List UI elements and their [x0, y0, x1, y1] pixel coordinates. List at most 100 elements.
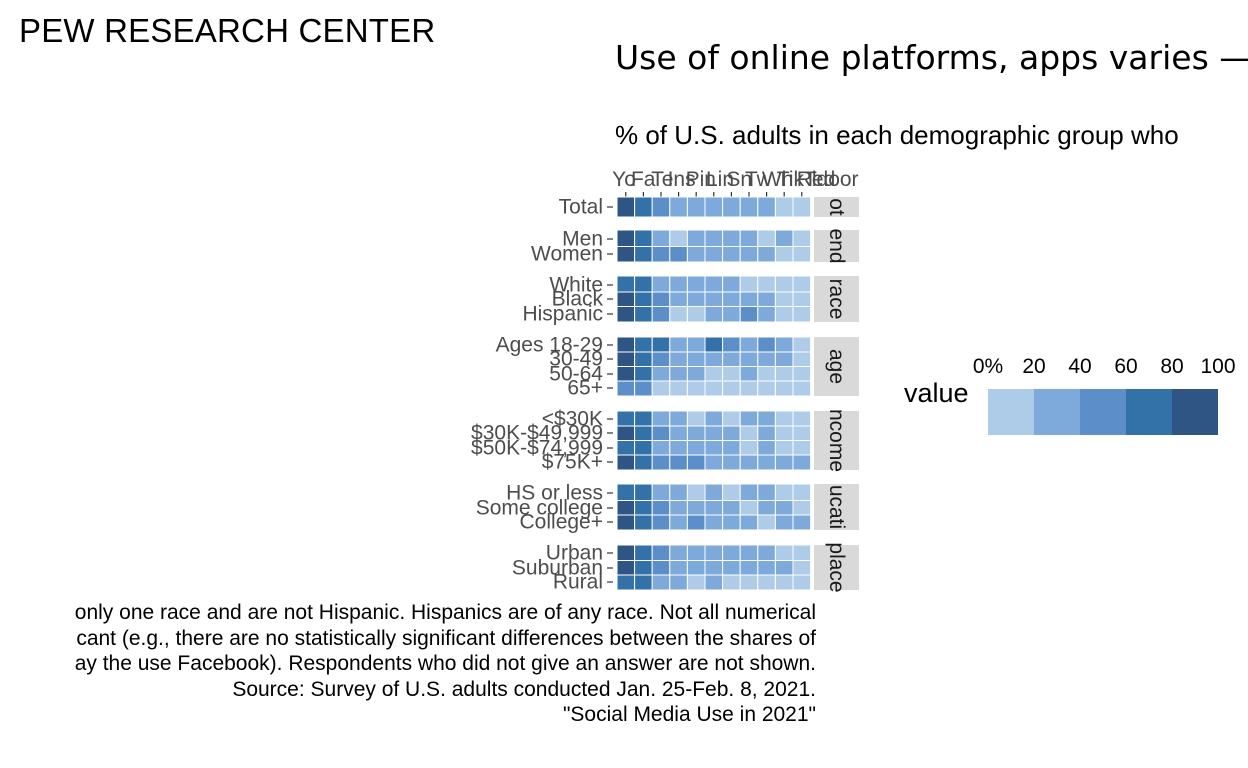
heatmap-cell: [704, 229, 724, 247]
heatmap-cell: [686, 246, 706, 263]
heatmap-cell: [616, 410, 636, 427]
heatmap-cell: [651, 440, 671, 456]
heatmap-cell: [739, 229, 759, 247]
heatmap-cell: [686, 454, 706, 471]
heatmap-cell: [792, 410, 812, 427]
row-label: Black: [552, 288, 604, 311]
heatmap-cell: [774, 440, 794, 456]
heatmap-cell: [757, 574, 776, 591]
column-label: Ins: [668, 168, 696, 191]
row-label: Urban: [546, 542, 603, 565]
report-title-line: "Social Media Use in 2021": [562, 703, 816, 726]
heatmap-cell: [634, 380, 653, 397]
row-label: College+: [520, 511, 603, 534]
heatmap-cell: [774, 229, 794, 247]
heatmap-cell: [757, 544, 776, 561]
note-line: only one race and are not Hispanic. Hisp…: [74, 601, 816, 624]
heatmap-cell: [704, 336, 724, 353]
heatmap-cell: [774, 336, 794, 353]
heatmap-cell: [686, 291, 706, 307]
heatmap-cell: [651, 246, 671, 263]
heatmap-cell: [634, 410, 653, 427]
note-line: ay the use Facebook). Respondents who di…: [74, 652, 816, 675]
heatmap-cell: [616, 275, 636, 293]
heatmap-cell: [616, 366, 636, 382]
heatmap-cell: [669, 380, 688, 397]
heatmap-cell: [686, 366, 706, 382]
facet-strip-label: ot: [825, 198, 848, 216]
heatmap-cell: [686, 483, 706, 501]
row-label: <$30K: [542, 408, 603, 431]
heatmap-cell: [704, 574, 724, 591]
heatmap-cell: [739, 196, 759, 218]
heatmap-cell: [704, 196, 724, 218]
heatmap-cell: [757, 425, 776, 441]
heatmap-cell: [774, 500, 794, 516]
heatmap-cell: [722, 560, 741, 576]
chart-subtitle: % of U.S. adults in each demographic gro…: [615, 120, 1179, 150]
heatmap-cell: [722, 544, 741, 561]
heatmap-cell: [704, 380, 724, 397]
heatmap-cell: [634, 483, 653, 501]
column-label: Wh: [762, 168, 794, 191]
column-label: Pin: [686, 168, 716, 191]
heatmap-cell: [651, 574, 671, 591]
row-label: 30-49: [549, 348, 603, 371]
heatmap-cell: [739, 366, 759, 382]
column-label: TikT: [777, 168, 817, 191]
heatmap-cell: [757, 246, 776, 263]
heatmap-cell: [792, 380, 812, 397]
facet-strip-label: end: [825, 228, 848, 263]
row-label: Hispanic: [522, 303, 603, 326]
heatmap-cell: [722, 366, 741, 382]
column-label: Fa: [631, 168, 656, 191]
heatmap-cell: [704, 246, 724, 263]
legend-swatch: [1034, 389, 1080, 435]
heatmap-cell: [686, 560, 706, 576]
heatmap-cell: [669, 410, 688, 427]
facet-strip-label: ncome: [825, 409, 848, 472]
row-label: Total: [559, 196, 603, 219]
heatmap-cell: [669, 366, 688, 382]
heatmap-cell: [704, 366, 724, 382]
heatmap-cell: [739, 514, 759, 531]
facet-strip: [814, 276, 859, 322]
heatmap-cell: [634, 454, 653, 471]
heatmap-cell: [774, 380, 794, 397]
heatmap-cell: [722, 196, 741, 218]
chart-title: Use of online platforms, apps varies — s: [615, 38, 1248, 77]
heatmap-cell: [686, 574, 706, 591]
heatmap-cell: [616, 351, 636, 367]
column-label: Tw: [745, 168, 773, 191]
heatmap-cell: [634, 560, 653, 576]
heatmap-cell: [792, 500, 812, 516]
heatmap-cell: [739, 246, 759, 263]
heatmap-cell: [774, 275, 794, 293]
row-label: $30K-$49,999: [471, 422, 603, 445]
heatmap-cell: [774, 410, 794, 427]
heatmap-cell: [722, 500, 741, 516]
heatmap-cell: [634, 229, 653, 247]
heatmap-cell: [704, 351, 724, 367]
facet-strip-label: ucati: [825, 485, 848, 529]
row-label: White: [549, 274, 603, 297]
heatmap-cell: [704, 514, 724, 531]
heatmap-cell: [757, 454, 776, 471]
heatmap-cell: [792, 291, 812, 307]
heatmap-cell: [792, 544, 812, 561]
heatmap-cell: [792, 483, 812, 501]
row-label: $50K-$74,999: [471, 437, 603, 460]
heatmap-cell: [757, 483, 776, 501]
heatmap-cell: [739, 291, 759, 307]
heatmap-cell: [792, 196, 812, 218]
heatmap-cell: [669, 500, 688, 516]
heatmap-cell: [651, 366, 671, 382]
heatmap-cell: [669, 514, 688, 531]
heatmap-cell: [669, 246, 688, 263]
facet-strip: [814, 484, 859, 530]
heatmap-cell: [704, 544, 724, 561]
heatmap-cell: [739, 275, 759, 293]
heatmap-cell: [686, 336, 706, 353]
heatmap-cell: [651, 275, 671, 293]
chart-notes: only one race and are not Hispanic. Hisp…: [75, 600, 816, 728]
